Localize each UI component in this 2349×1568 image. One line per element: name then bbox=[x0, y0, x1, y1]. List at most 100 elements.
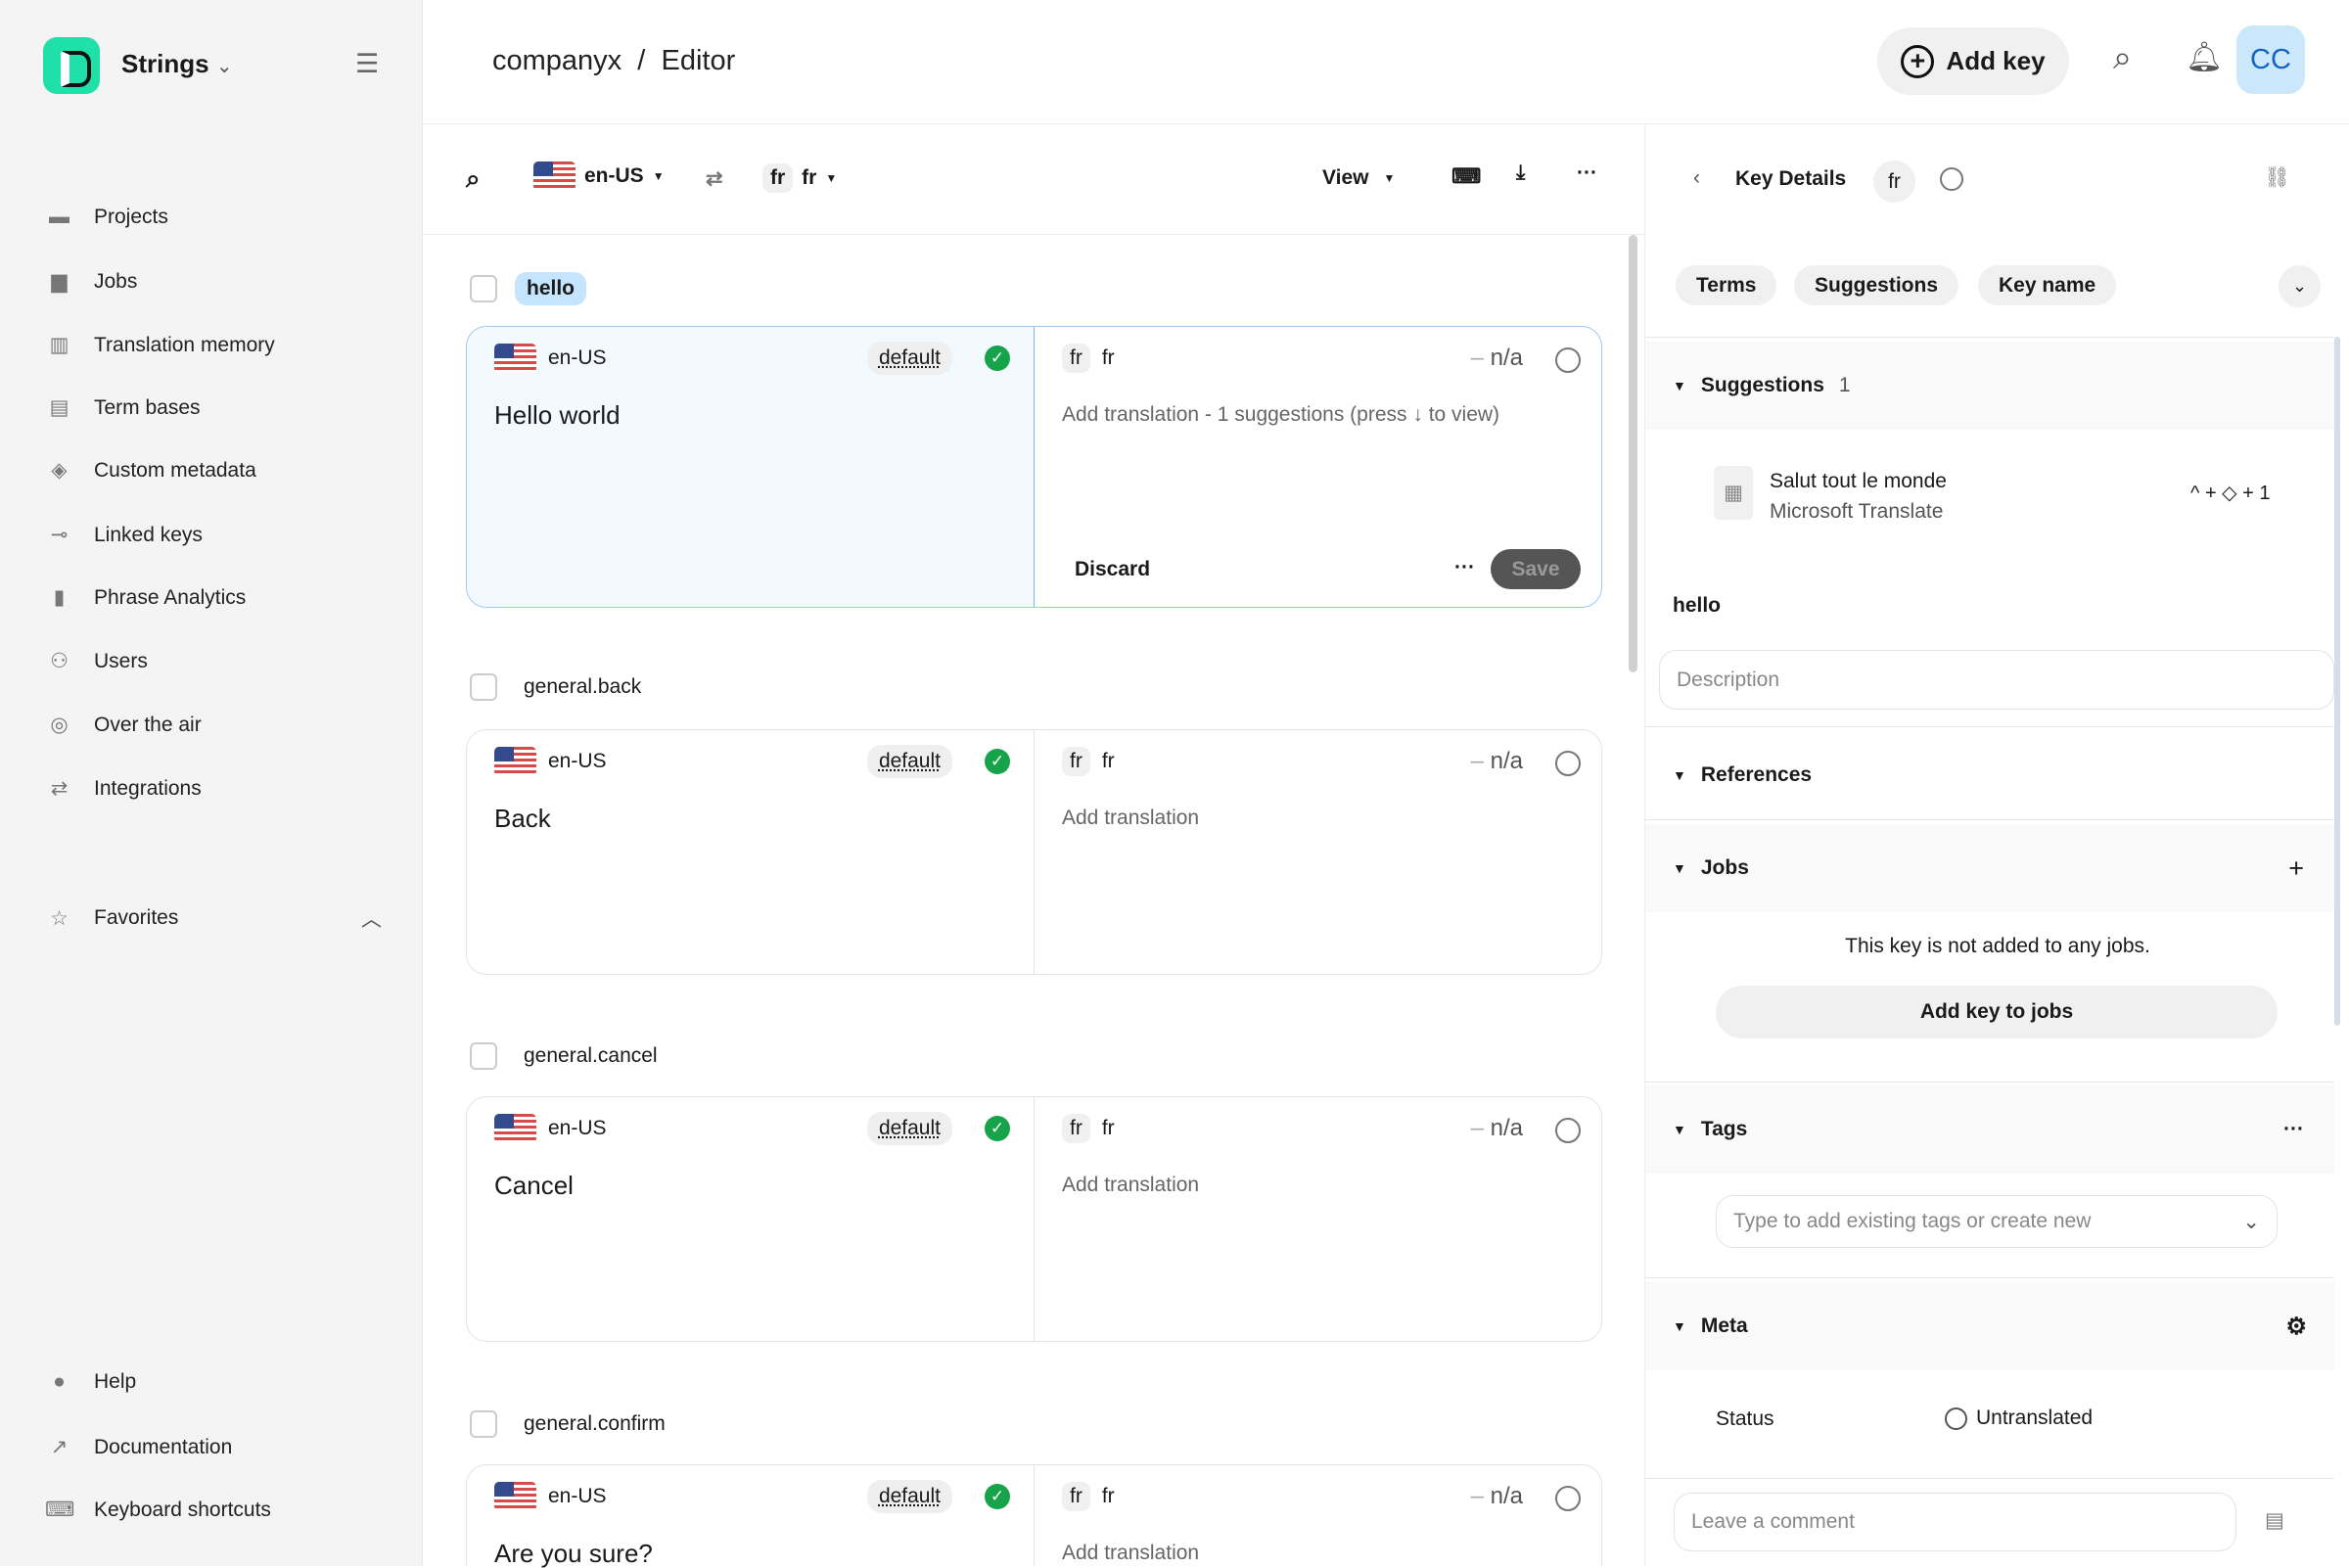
sidebar-item-phrase-analytics[interactable]: ▮ Phrase Analytics bbox=[45, 585, 247, 610]
sidebar-item-translation-memory[interactable]: ▥ Translation memory bbox=[45, 333, 275, 357]
status-circle-icon[interactable] bbox=[1555, 1486, 1581, 1511]
help-icon: ● bbox=[53, 1370, 66, 1393]
more-icon[interactable]: ··· bbox=[1577, 161, 1597, 184]
sidebar-item-jobs[interactable]: ▆ Jobs bbox=[45, 269, 137, 294]
sidebar-item-term-bases[interactable]: ▤ Term bases bbox=[45, 395, 201, 420]
us-flag-icon bbox=[494, 344, 536, 373]
meta-section-header[interactable]: ▼ Meta ⚙ bbox=[1645, 1282, 2334, 1370]
target-text[interactable]: Add translation - 1 suggestions (press ↓… bbox=[1062, 403, 1500, 426]
sidebar-item-linked-keys[interactable]: ⊸ Linked keys bbox=[45, 523, 203, 547]
swap-icon[interactable]: ⇄ bbox=[706, 167, 723, 190]
broadcast-icon: ◎ bbox=[50, 714, 69, 736]
status-radio[interactable]: Untranslated bbox=[1945, 1407, 2093, 1430]
sidebar-item-projects[interactable]: ▬ Projects bbox=[45, 206, 168, 229]
source-cell[interactable]: en-US default ✓ Back bbox=[467, 730, 1035, 974]
status-circle-icon[interactable] bbox=[1555, 347, 1581, 373]
na-label: n/a bbox=[1490, 345, 1523, 371]
key-checkbox[interactable] bbox=[470, 1410, 497, 1438]
tab-terms[interactable]: Terms bbox=[1676, 265, 1777, 305]
source-language-select[interactable]: en-US ▼ bbox=[533, 161, 665, 191]
key-checkbox[interactable] bbox=[470, 275, 497, 302]
source-text: Are you sure? bbox=[494, 1539, 653, 1568]
source-cell[interactable]: en-US default ✓ Are you sure? bbox=[467, 1465, 1035, 1566]
sidebar-item-users[interactable]: ⚇ Users bbox=[45, 649, 148, 673]
key-checkbox[interactable] bbox=[470, 1042, 497, 1070]
radio-icon bbox=[1945, 1407, 1967, 1430]
comment-input[interactable]: Leave a comment bbox=[1674, 1493, 2236, 1551]
view-menu[interactable]: View ▼ bbox=[1322, 166, 1395, 190]
key-name[interactable]: hello bbox=[515, 272, 587, 305]
source-cell[interactable]: en-US default ✓ Hello world bbox=[467, 327, 1035, 607]
key-row: general.cancel bbox=[470, 1042, 667, 1070]
sidebar-item-over-the-air[interactable]: ◎ Over the air bbox=[45, 713, 201, 737]
editor-scrollbar[interactable] bbox=[1629, 235, 1637, 672]
add-job-plus-icon[interactable]: + bbox=[2288, 853, 2304, 883]
breadcrumb-project[interactable]: companyx bbox=[492, 45, 622, 76]
target-cell[interactable]: fr fr – n/a Add translation bbox=[1035, 1097, 1601, 1341]
more-icon[interactable]: ··· bbox=[1454, 556, 1475, 578]
target-text[interactable]: Add translation bbox=[1062, 1542, 1200, 1564]
key-checkbox[interactable] bbox=[470, 673, 497, 701]
collapse-sidebar-icon[interactable]: ☰ bbox=[355, 49, 380, 78]
translation-card: en-US default ✓ Cancel fr fr – n/a Add translat… bbox=[466, 1096, 1602, 1342]
status-circle-icon[interactable] bbox=[1555, 1118, 1581, 1143]
add-key-to-jobs-button[interactable]: Add key to jobs bbox=[1716, 986, 2278, 1038]
sidebar-item-custom-metadata[interactable]: ◈ Custom metadata bbox=[45, 458, 255, 483]
target-cell[interactable]: fr fr – n/a Add translation bbox=[1035, 1465, 1601, 1566]
tags-section-header[interactable]: ▼ Tags ··· bbox=[1645, 1085, 2334, 1174]
sidebar-item-help[interactable]: ● Help bbox=[45, 1370, 136, 1394]
key-name[interactable]: general.cancel bbox=[524, 1044, 658, 1067]
avatar[interactable]: CC bbox=[2236, 25, 2305, 94]
references-section-header[interactable]: ▼ References bbox=[1645, 731, 2334, 819]
tags-input[interactable]: Type to add existing tags or create new ⌄ bbox=[1716, 1195, 2278, 1248]
na-label: n/a bbox=[1490, 1115, 1523, 1141]
bell-icon[interactable]: 🔔︎ bbox=[2186, 41, 2224, 73]
keyboard-icon[interactable]: ⌨ bbox=[1451, 165, 1482, 188]
app-name: Strings bbox=[121, 49, 209, 78]
target-cell[interactable]: fr fr – n/a Add translation bbox=[1035, 730, 1601, 974]
suggestions-section-header[interactable]: ▼ Suggestions 1 bbox=[1645, 342, 2334, 430]
sidebar-item-documentation[interactable]: ↗ Documentation bbox=[45, 1435, 233, 1459]
status-circle-icon[interactable] bbox=[1940, 167, 1963, 191]
jobs-section-header[interactable]: ▼ Jobs + bbox=[1645, 824, 2334, 912]
target-text[interactable]: Add translation bbox=[1062, 807, 1200, 829]
key-name[interactable]: general.back bbox=[524, 675, 642, 698]
gear-icon[interactable]: ⚙ bbox=[2285, 1313, 2307, 1340]
tags-title: Tags bbox=[1700, 1118, 1748, 1140]
caret-down-icon: ▼ bbox=[1673, 1122, 1686, 1137]
add-key-button[interactable]: + Add key bbox=[1877, 27, 2069, 95]
microsoft-icon: ▦ bbox=[1714, 466, 1753, 520]
app-logo[interactable] bbox=[43, 37, 100, 94]
references-title: References bbox=[1700, 763, 1813, 786]
tab-suggestions[interactable]: Suggestions bbox=[1794, 265, 1959, 305]
us-flag-icon bbox=[533, 161, 576, 191]
search-icon[interactable]: ⌕ bbox=[466, 163, 481, 193]
discard-button[interactable]: Discard bbox=[1075, 558, 1151, 580]
jobs-empty-text: This key is not added to any jobs. bbox=[1845, 935, 2150, 957]
download-icon[interactable]: ⤓ bbox=[1516, 161, 1526, 184]
chevron-down-icon[interactable]: ⌄ bbox=[2279, 265, 2321, 307]
sidebar-item-keyboard-shortcuts[interactable]: ⌨ Keyboard shortcuts bbox=[45, 1498, 271, 1522]
comment-icon[interactable]: ▤ bbox=[2265, 1509, 2284, 1532]
key-name[interactable]: general.confirm bbox=[524, 1412, 666, 1435]
panel-scrollbar[interactable] bbox=[2334, 337, 2340, 1026]
target-code-chip: fr bbox=[1062, 1482, 1090, 1511]
app-switcher[interactable]: Strings ⌄ bbox=[121, 49, 233, 79]
save-button[interactable]: Save bbox=[1491, 549, 1581, 589]
default-badge: default bbox=[866, 745, 952, 778]
back-chevron-icon[interactable]: ‹ bbox=[1693, 166, 1700, 189]
status-circle-icon[interactable] bbox=[1555, 751, 1581, 776]
favorites-section[interactable]: ☆ Favorites ︿ bbox=[45, 903, 382, 933]
link-icon[interactable]: ⛓ bbox=[2264, 166, 2290, 189]
tab-key-name[interactable]: Key name bbox=[1978, 265, 2117, 305]
source-cell[interactable]: en-US default ✓ Cancel bbox=[467, 1097, 1035, 1341]
search-icon[interactable]: ⌕ bbox=[2113, 39, 2133, 76]
target-cell[interactable]: fr fr – n/a Add translation - 1 suggestions… bbox=[1035, 327, 1601, 607]
sidebar-item-integrations[interactable]: ⇄ Integrations bbox=[45, 776, 202, 801]
target-text[interactable]: Add translation bbox=[1062, 1174, 1200, 1196]
more-icon[interactable]: ··· bbox=[2283, 1118, 2304, 1140]
suggestion-item[interactable]: Salut tout le monde Microsoft Translate bbox=[1770, 466, 1947, 527]
description-input[interactable]: Description bbox=[1659, 650, 2334, 710]
key-row: hello bbox=[470, 272, 587, 305]
target-language-select[interactable]: fr fr ▼ bbox=[762, 163, 837, 193]
